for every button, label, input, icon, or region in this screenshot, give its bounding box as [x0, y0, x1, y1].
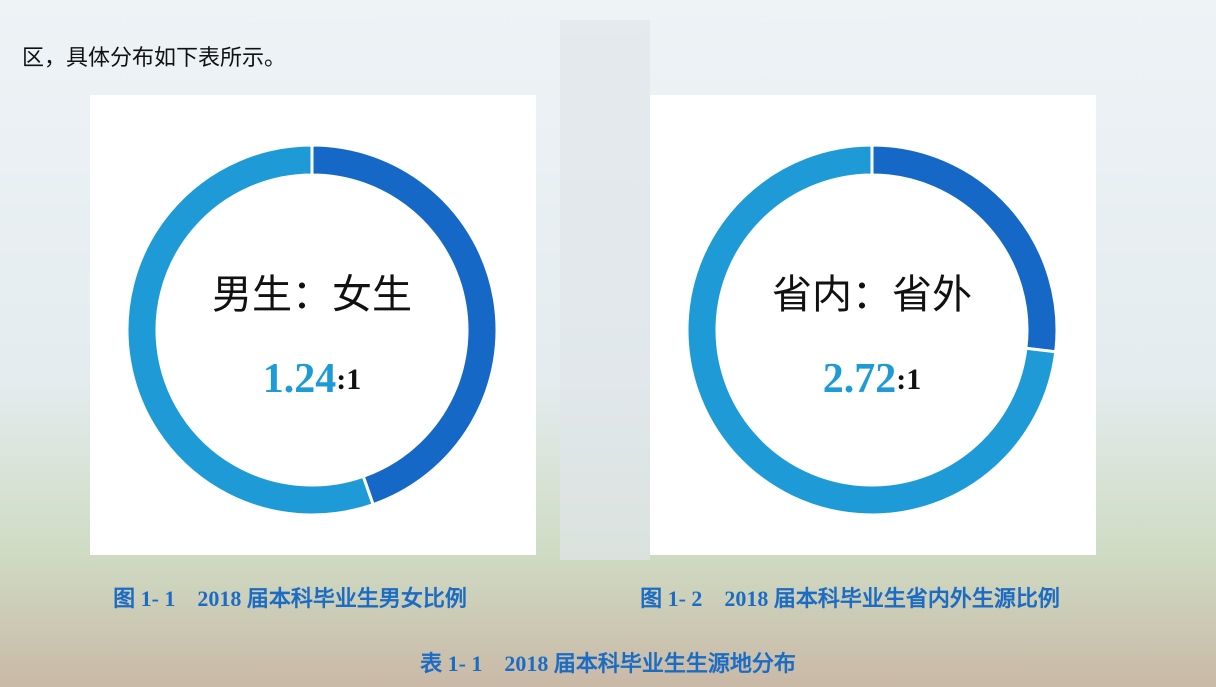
- figure-caption: 图 1- 1 2018 届本科毕业生男女比例: [113, 586, 467, 611]
- ratio-value: 1: [346, 363, 361, 396]
- figure-caption: 图 1- 2 2018 届本科毕业生省内外生源比例: [640, 586, 1060, 611]
- ratio-value: 1.24: [263, 356, 337, 402]
- ratio-value: 1: [906, 363, 921, 396]
- donut-segment: [685, 143, 1058, 517]
- charts: 男生：女生1.24:1图 1- 1 2018 届本科毕业生男女比例省内：省外2.…: [90, 95, 1096, 611]
- ratio-value: 2.72: [823, 356, 897, 402]
- building-sketch: [560, 20, 650, 560]
- ratio-text: 1.24:1: [263, 356, 362, 402]
- table-caption: 表 1- 1 2018 届本科毕业生生源地分布: [420, 651, 796, 676]
- ratio-separator: :: [336, 363, 346, 396]
- ratio-text: 2.72:1: [823, 356, 922, 402]
- ratio-separator: :: [896, 363, 906, 396]
- body-text: 区，具体分布如下表所示。: [22, 45, 286, 70]
- donut-segment: [125, 143, 376, 517]
- donut-label: 省内：省外: [772, 272, 972, 318]
- donut-label: 男生：女生: [212, 272, 412, 318]
